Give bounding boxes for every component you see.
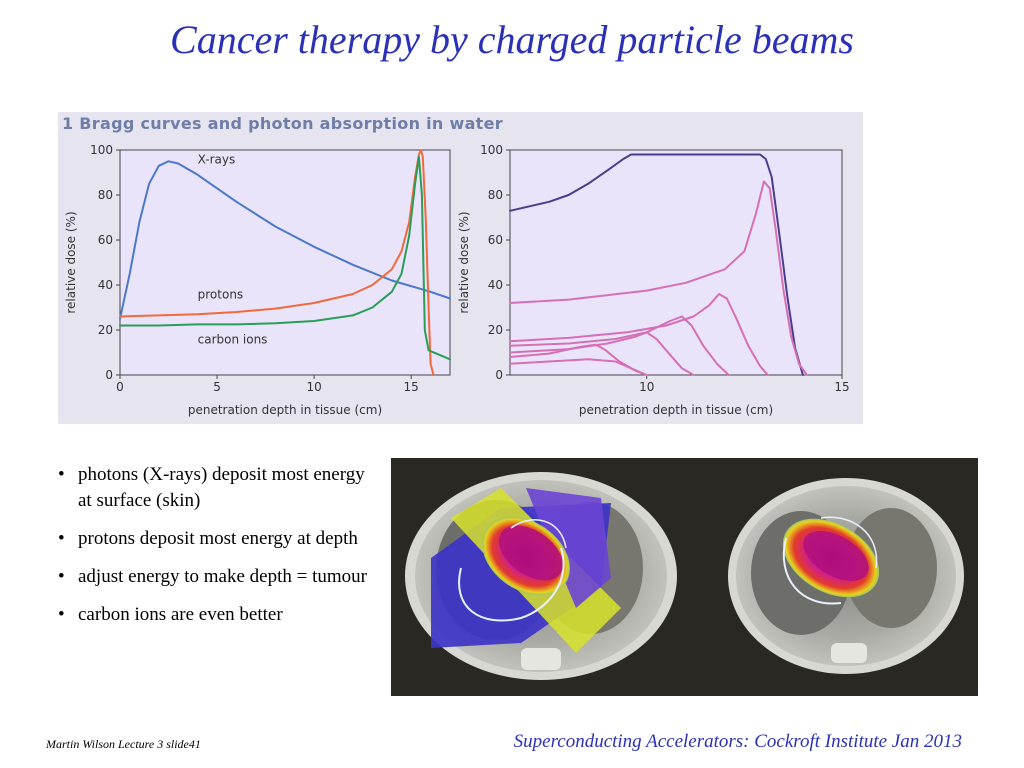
bragg-peak-curve	[509, 315, 730, 376]
bragg-peak-curve	[509, 180, 808, 376]
protons-label: protons	[198, 288, 244, 302]
y-tick-label: 0	[495, 368, 503, 382]
bragg-curves-figure: 1 Bragg curves and photon absorption in …	[58, 112, 863, 424]
bragg-peak-curve	[509, 293, 769, 376]
footer-event: Superconducting Accelerators: Cockroft I…	[513, 731, 962, 752]
y-tick-label: 20	[98, 323, 113, 337]
ct-image-proton	[728, 478, 964, 674]
carbon-ions-curve	[119, 155, 451, 361]
y-tick-label: 80	[488, 188, 503, 202]
y-axis-label: relative dose (%)	[64, 211, 78, 313]
y-tick-label: 80	[98, 188, 113, 202]
y-tick-label: 20	[488, 323, 503, 337]
x-tick-label: 15	[404, 380, 419, 394]
bullet-item: protons deposit most energy at depth	[58, 526, 378, 552]
y-axis-label: relative dose (%)	[457, 211, 471, 313]
x-rays-curve	[119, 160, 451, 320]
y-tick-label: 60	[488, 233, 503, 247]
figure-title: 1 Bragg curves and photon absorption in …	[62, 114, 503, 133]
bullet-list: photons (X-rays) deposit most energy at …	[58, 462, 378, 640]
slide-title: Cancer therapy by charged particle beams	[170, 17, 854, 62]
bullet-item: adjust energy to make depth = tumour	[58, 564, 378, 590]
x-tick-label: 0	[116, 380, 124, 394]
x-tick-label: 15	[834, 380, 849, 394]
bragg-peak-curve	[509, 358, 648, 376]
ct-scan-images	[391, 458, 978, 696]
y-tick-label: 40	[488, 278, 503, 292]
x-tick-label: 10	[639, 380, 654, 394]
footer-author: Martin Wilson Lecture 3 slide41	[46, 737, 201, 751]
y-tick-label: 60	[98, 233, 113, 247]
x-tick-label: 5	[213, 380, 221, 394]
x-tick-label: 10	[306, 380, 321, 394]
y-tick-label: 40	[98, 278, 113, 292]
y-tick-label: 100	[480, 143, 503, 157]
modulated-total-curve	[509, 153, 804, 376]
spread-out-bragg-plot: 0 20 40 60 80 100 10 15 penetration depth in tis…	[457, 143, 850, 417]
protons-curve	[119, 149, 435, 376]
bullet-item: carbon ions are even better	[58, 602, 378, 628]
x-axis-label: penetration depth in tissue (cm)	[579, 403, 773, 417]
x-rays-label: X-rays	[198, 153, 236, 167]
bragg-curves-plot: 0 20 40 60 80 100 0 5 10 15 penetration depth in t…	[64, 143, 451, 417]
x-axis-label: penetration depth in tissue (cm)	[188, 403, 382, 417]
bullet-item: photons (X-rays) deposit most energy at …	[58, 462, 378, 514]
y-tick-label: 0	[105, 368, 113, 382]
carbon-ions-label: carbon ions	[198, 333, 268, 347]
ct-scan-illustration	[405, 472, 964, 680]
plot-area	[119, 149, 451, 376]
ct-image-photon	[405, 472, 677, 680]
y-tick-label: 100	[90, 143, 113, 157]
